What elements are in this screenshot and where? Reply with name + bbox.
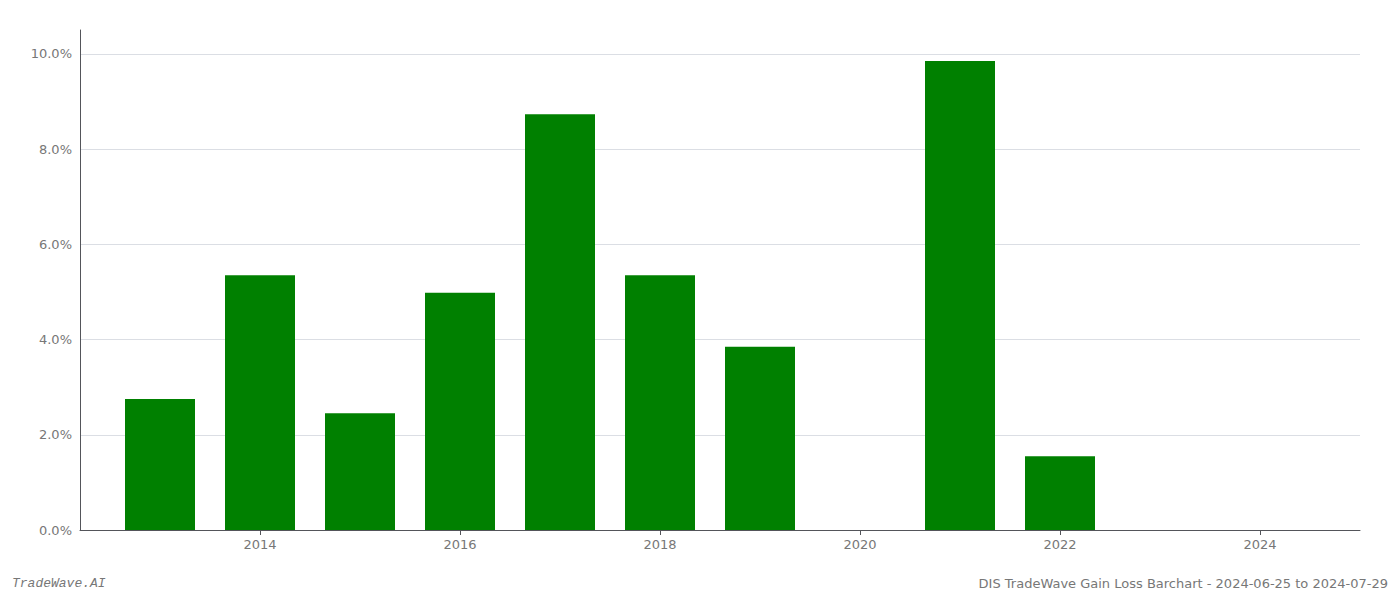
- svg-text:2016: 2016: [443, 537, 476, 552]
- svg-text:2014: 2014: [243, 537, 276, 552]
- svg-text:2.0%: 2.0%: [39, 427, 72, 442]
- svg-text:2018: 2018: [643, 537, 676, 552]
- svg-text:2022: 2022: [1043, 537, 1076, 552]
- svg-text:TradeWave.AI: TradeWave.AI: [12, 576, 106, 591]
- svg-text:8.0%: 8.0%: [39, 142, 72, 157]
- svg-text:0.0%: 0.0%: [39, 523, 72, 538]
- svg-text:2024: 2024: [1243, 537, 1276, 552]
- svg-text:6.0%: 6.0%: [39, 237, 72, 252]
- svg-text:DIS TradeWave Gain Loss Barcha: DIS TradeWave Gain Loss Barchart - 2024-…: [979, 576, 1388, 591]
- svg-text:2020: 2020: [843, 537, 876, 552]
- svg-text:10.0%: 10.0%: [31, 46, 72, 61]
- svg-text:4.0%: 4.0%: [39, 332, 72, 347]
